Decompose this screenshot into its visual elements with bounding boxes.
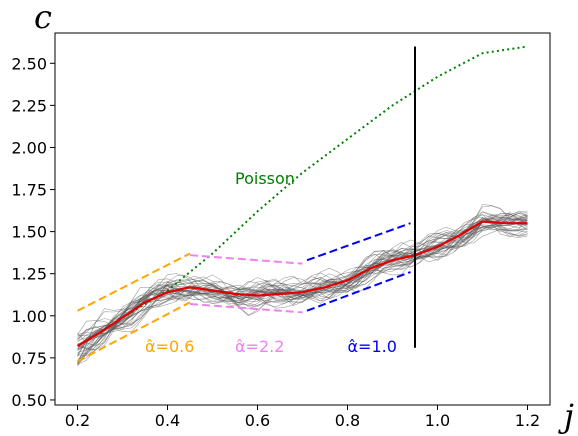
fit-lines-layer	[77, 222, 411, 363]
x-tick-label: 1.0	[425, 411, 450, 430]
y-axis-label: c	[34, 0, 52, 36]
x-tick-label: 0.2	[65, 411, 90, 430]
annotation-label: α̂=1.0	[348, 337, 397, 356]
sample-path	[77, 224, 528, 345]
annotation-label: Poisson	[235, 169, 295, 188]
fit-line	[189, 254, 303, 265]
y-tick-label: 2.25	[11, 96, 47, 115]
annotation-label: α̂=0.6	[145, 337, 194, 356]
fit-line	[306, 222, 411, 262]
x-tick-label: 0.8	[335, 411, 360, 430]
fit-line	[189, 303, 303, 314]
y-tick-label: 1.00	[11, 307, 47, 326]
annotations-layer: Poisson α̂=0.6 α̂=2.2 α̂=1.0	[145, 169, 397, 356]
y-tick-label: 2.00	[11, 138, 47, 157]
y-tick-label: 0.75	[11, 349, 47, 368]
y-tick-label: 2.50	[11, 54, 47, 73]
mean-series-line	[76, 220, 528, 348]
x-axis-label: j	[558, 397, 574, 435]
sample-path	[77, 217, 528, 363]
annotation-label: α̂=2.2	[235, 337, 284, 356]
x-tick-label: 0.4	[155, 411, 180, 430]
y-tick-label: 1.50	[11, 223, 47, 242]
sample-path	[77, 221, 528, 340]
fit-line	[77, 252, 191, 312]
y-tick-label: 1.25	[11, 265, 47, 284]
x-tick-label: 0.6	[245, 411, 270, 430]
sample-path	[77, 216, 528, 361]
y-tick-label: 1.75	[11, 181, 47, 200]
series-layer	[76, 45, 528, 348]
x-tick-label: 1.2	[515, 411, 540, 430]
fit-line	[77, 301, 191, 363]
poisson-series-line	[121, 45, 528, 319]
fit-line	[306, 271, 411, 312]
y-tick-label: 0.50	[11, 391, 47, 410]
axes-layer: 0.2 0.4 0.6 0.8 1.0 1.2 0.50 0.75 1.00 1.25 1.50 1.…	[11, 32, 551, 430]
plot-frame	[54, 32, 551, 406]
